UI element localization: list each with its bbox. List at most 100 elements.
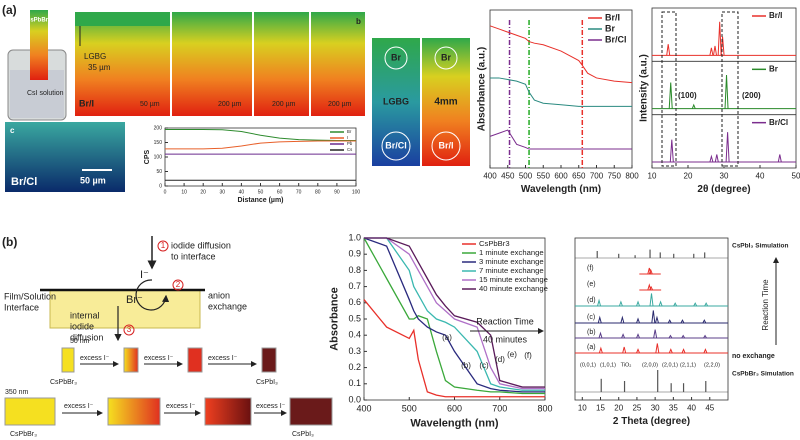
curve-label: (c) xyxy=(479,361,489,370)
x-tick-label: 550 xyxy=(537,172,551,181)
series-label: (e) xyxy=(587,281,596,288)
interface-text: Film/Solution xyxy=(4,291,56,301)
series-line xyxy=(489,129,632,150)
step-circle xyxy=(123,324,135,336)
schematic-text: Br xyxy=(391,52,401,62)
arrow-label: excess I⁻ xyxy=(144,355,174,362)
step-text: iodide diffusion xyxy=(171,240,231,250)
step-text: iodide xyxy=(70,321,94,331)
x-tick-label: 700 xyxy=(590,172,604,181)
legend-label: CsPbBr3 xyxy=(479,239,510,248)
peak xyxy=(636,333,640,339)
peak xyxy=(621,333,626,339)
ion: I⁻ xyxy=(140,269,149,281)
peak xyxy=(724,75,729,109)
x-axis-label: 2θ (degree) xyxy=(697,184,750,195)
step-number: 1 xyxy=(161,241,166,250)
arrow-label: excess I⁻ xyxy=(166,403,196,410)
legend-label: Br xyxy=(347,129,352,134)
peak xyxy=(597,298,602,307)
series-line xyxy=(165,140,356,150)
series-label: (b) xyxy=(587,329,596,336)
circle xyxy=(431,131,461,161)
plot-frame xyxy=(574,237,729,401)
plot-frame xyxy=(651,7,797,169)
peak xyxy=(669,139,674,163)
x-tick-label: 70 xyxy=(296,189,302,195)
y-tick-label: 150 xyxy=(154,140,163,146)
legend-label: Br/Cl xyxy=(769,118,788,127)
step-number: 2 xyxy=(176,280,181,289)
x-axis-label: Distance (µm) xyxy=(237,197,283,204)
peak xyxy=(680,319,685,324)
legend-label: I xyxy=(347,135,348,140)
series-line xyxy=(363,299,545,398)
peak xyxy=(703,348,708,354)
crystal xyxy=(289,397,333,426)
curve-label: (a) xyxy=(442,333,452,342)
legend-label: Br xyxy=(605,23,615,33)
scale-bar: 200 µm xyxy=(272,101,296,108)
curve-label: (f) xyxy=(524,351,532,360)
step-circle xyxy=(157,240,169,252)
slide xyxy=(30,10,48,80)
size-label: 350 nm xyxy=(5,389,29,396)
micrograph xyxy=(254,12,309,116)
micrograph xyxy=(75,12,170,116)
peak xyxy=(709,154,714,163)
y-axis-label: Absorbance xyxy=(329,287,341,351)
schematic-text: LGBG xyxy=(383,96,409,106)
peak xyxy=(622,346,627,354)
peak xyxy=(655,343,660,354)
series-line xyxy=(489,25,633,84)
arrow-label: Reaction Time xyxy=(476,316,534,326)
x-tick-label: 40 xyxy=(756,172,765,181)
step-text: anion xyxy=(208,290,230,300)
x-tick-label: 20 xyxy=(614,404,623,413)
series-line xyxy=(363,237,545,395)
series-label: (c) xyxy=(587,314,595,321)
panel-label: (b) xyxy=(2,235,17,249)
x-tick-label: 90 xyxy=(334,189,340,195)
crystal xyxy=(107,397,161,426)
y-axis-label: Intensity (a.u.) xyxy=(639,54,650,122)
peak xyxy=(702,319,707,324)
legend-label: 15 minute exchange xyxy=(479,275,548,284)
curve-label: (d) xyxy=(495,355,505,364)
x-tick-label: 10 xyxy=(578,404,587,413)
peak xyxy=(649,293,654,307)
legend-label: 7 minute exchange xyxy=(479,266,544,275)
photo-text: CsPbBr xyxy=(26,18,49,24)
peak-label: (200) xyxy=(742,91,761,100)
x-tick-label: 600 xyxy=(447,404,462,414)
arrow-label: excess I⁻ xyxy=(64,403,94,410)
peak xyxy=(598,346,603,354)
x-tick-label: 0 xyxy=(164,189,167,195)
peak xyxy=(658,300,663,307)
circle xyxy=(434,46,458,70)
hkl-label: (2,1,1) xyxy=(680,362,696,368)
peak xyxy=(667,319,672,324)
series-line xyxy=(363,237,545,393)
crystal xyxy=(261,347,277,373)
exchange-arrow xyxy=(135,279,170,311)
hkl-label: (2,2,0) xyxy=(704,362,720,368)
series-label: CsPbBr₃ Simulation xyxy=(732,371,794,378)
peak xyxy=(668,348,673,354)
x-axis-label: Wavelength (nm) xyxy=(521,184,601,195)
peak xyxy=(681,348,686,354)
x-tick-label: 40 xyxy=(239,189,245,195)
peak xyxy=(725,132,730,163)
step-circle xyxy=(172,279,184,291)
image-text: Br/Cl xyxy=(11,176,37,188)
peak xyxy=(636,300,640,307)
x-tick-label: 500 xyxy=(402,404,417,414)
peak xyxy=(777,154,782,163)
series-label: CsPbI₃ Simulation xyxy=(732,243,788,250)
legend-label: Cs xyxy=(347,147,352,152)
peak xyxy=(636,348,640,354)
legend-label: Br/Cl xyxy=(605,34,627,44)
peak xyxy=(597,315,602,324)
x-tick-label: 650 xyxy=(572,172,586,181)
